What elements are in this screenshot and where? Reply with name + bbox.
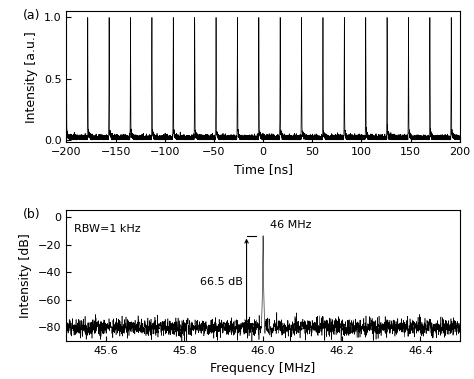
- X-axis label: Time [ns]: Time [ns]: [234, 163, 292, 175]
- Text: 66.5 dB: 66.5 dB: [200, 277, 243, 287]
- Y-axis label: Intensity [dB]: Intensity [dB]: [19, 233, 32, 318]
- Text: RBW=1 kHz: RBW=1 kHz: [74, 224, 141, 234]
- Text: (a): (a): [23, 9, 41, 22]
- Text: (b): (b): [23, 208, 41, 221]
- X-axis label: Frequency [MHz]: Frequency [MHz]: [210, 362, 316, 374]
- Text: 46 MHz: 46 MHz: [270, 219, 311, 230]
- Y-axis label: Intensity [a.u.]: Intensity [a.u.]: [25, 31, 38, 123]
